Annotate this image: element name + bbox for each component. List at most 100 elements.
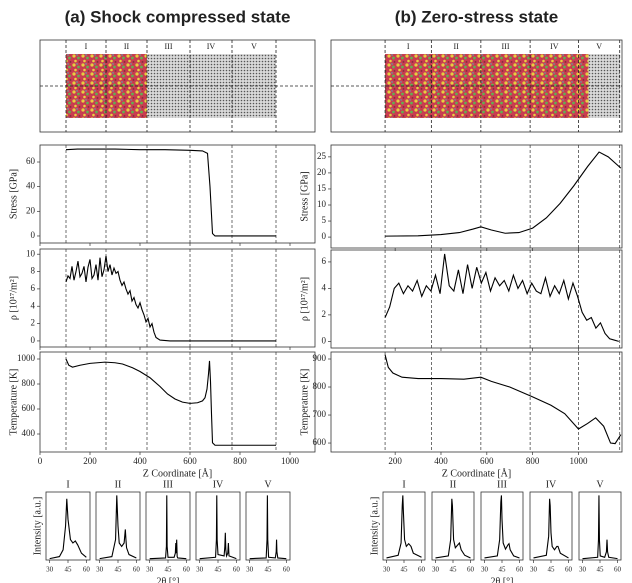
region-label: II (453, 42, 459, 51)
y-axis-label: Stress [GPa] (299, 171, 310, 221)
x-tick-label: 30 (432, 566, 440, 574)
x-tick-label: 1000 (569, 456, 588, 466)
x-tick-label: 30 (383, 566, 391, 574)
panel-title: I (66, 479, 69, 490)
y-axis-label: Temperature [K] (8, 369, 19, 436)
y-tick-label: 60 (26, 156, 36, 166)
panel-title: II (450, 479, 457, 490)
y-tick-label: 0 (322, 231, 327, 241)
data-line (65, 255, 276, 342)
x-tick-label: 800 (526, 456, 540, 466)
x-tick-label: 45 (548, 566, 556, 574)
plot-frame (330, 249, 623, 349)
y-tick-label: 800 (313, 381, 327, 391)
panel-title: V (596, 479, 604, 490)
x-tick-label: 45 (115, 566, 123, 574)
x-tick-label: 60 (418, 566, 426, 574)
y-tick-label: 0 (322, 335, 327, 345)
plot-frame (39, 351, 316, 453)
x-tick-label: 200 (83, 456, 97, 466)
y-tick-label: 20 (317, 167, 327, 177)
y-axis-label: Stress [GPa] (8, 169, 19, 219)
region-label: V (251, 42, 257, 51)
panel-title: IV (546, 479, 557, 490)
x-tick-label: 30 (481, 566, 489, 574)
data-line (249, 495, 287, 560)
x-tick-label: 30 (196, 566, 204, 574)
x-axis-label: Z Coordinate [Å] (442, 467, 511, 479)
data-line (582, 495, 618, 560)
panel-title: II (115, 479, 122, 490)
x-tick-label: 400 (434, 456, 448, 466)
y-tick-label: 40 (26, 181, 36, 191)
x-tick-label: 200 (388, 456, 402, 466)
y-tick-label: 4 (322, 282, 327, 292)
x-tick-label: 600 (183, 456, 197, 466)
x-tick-label: 45 (499, 566, 507, 574)
y-tick-label: 10 (26, 248, 36, 258)
y-tick-label: 900 (313, 353, 327, 363)
column-title: (a) Shock compressed state (65, 7, 291, 26)
y-tick-label: 1000 (17, 353, 36, 363)
x-tick-label: 30 (530, 566, 538, 574)
y-tick-label: 5 (322, 215, 327, 225)
x-tick-label: 45 (597, 566, 605, 574)
plot-frame (330, 351, 623, 453)
x-tick-label: 1000 (281, 456, 300, 466)
x-tick-label: 45 (215, 566, 223, 574)
y-axis-label: Temperature [K] (299, 369, 310, 436)
data-line (199, 495, 237, 560)
x-tick-label: 800 (233, 456, 247, 466)
data-line (484, 495, 520, 559)
data-line (99, 495, 137, 560)
panel-title: V (264, 479, 272, 490)
y-tick-label: 600 (313, 437, 327, 447)
plot-frame (45, 491, 91, 561)
y-tick-label: 8 (31, 266, 36, 276)
x-axis-label: 2θ [°] (491, 576, 514, 583)
y-tick-label: 800 (22, 378, 36, 388)
y-tick-label: 0 (31, 335, 36, 345)
y-tick-label: 25 (317, 151, 327, 161)
y-axis-label: Intensity [a.u.] (32, 497, 43, 556)
region-label: IV (207, 42, 216, 51)
data-line (435, 498, 471, 559)
region-label: III (501, 42, 509, 51)
x-tick-label: 30 (579, 566, 587, 574)
data-line (386, 495, 422, 559)
y-tick-label: 20 (26, 205, 36, 215)
x-tick-label: 45 (165, 566, 173, 574)
region-label: V (596, 42, 602, 51)
y-tick-label: 2 (322, 309, 327, 319)
y-tick-label: 600 (22, 403, 36, 413)
data-line (149, 495, 187, 560)
region-label: IV (550, 42, 559, 51)
x-tick-label: 60 (467, 566, 475, 574)
panel-title: III (163, 479, 173, 490)
y-tick-label: 10 (317, 199, 327, 209)
data-line (533, 498, 569, 559)
x-tick-label: 45 (65, 566, 73, 574)
x-tick-label: 30 (46, 566, 54, 574)
y-tick-label: 2 (31, 318, 36, 328)
y-axis-label: ρ [10¹⁷/m²] (8, 276, 19, 320)
panel-title: I (402, 479, 405, 490)
x-tick-label: 60 (233, 566, 241, 574)
x-tick-label: 400 (133, 456, 147, 466)
y-tick-label: 15 (317, 183, 327, 193)
region-label: III (165, 42, 173, 51)
x-tick-label: 30 (146, 566, 154, 574)
column-title: (b) Zero-stress state (395, 7, 558, 26)
panel-title: IV (213, 479, 224, 490)
data-line (384, 354, 622, 445)
x-axis-label: 2θ [°] (157, 576, 180, 583)
y-axis-label: ρ [10¹⁷/m²] (299, 277, 310, 321)
y-tick-label: 6 (322, 256, 327, 266)
x-tick-label: 0 (38, 456, 43, 466)
y-tick-label: 4 (31, 300, 36, 310)
data-line (49, 498, 87, 560)
region-label: I (85, 42, 88, 51)
data-line (384, 253, 619, 342)
plot-frame (145, 491, 191, 561)
